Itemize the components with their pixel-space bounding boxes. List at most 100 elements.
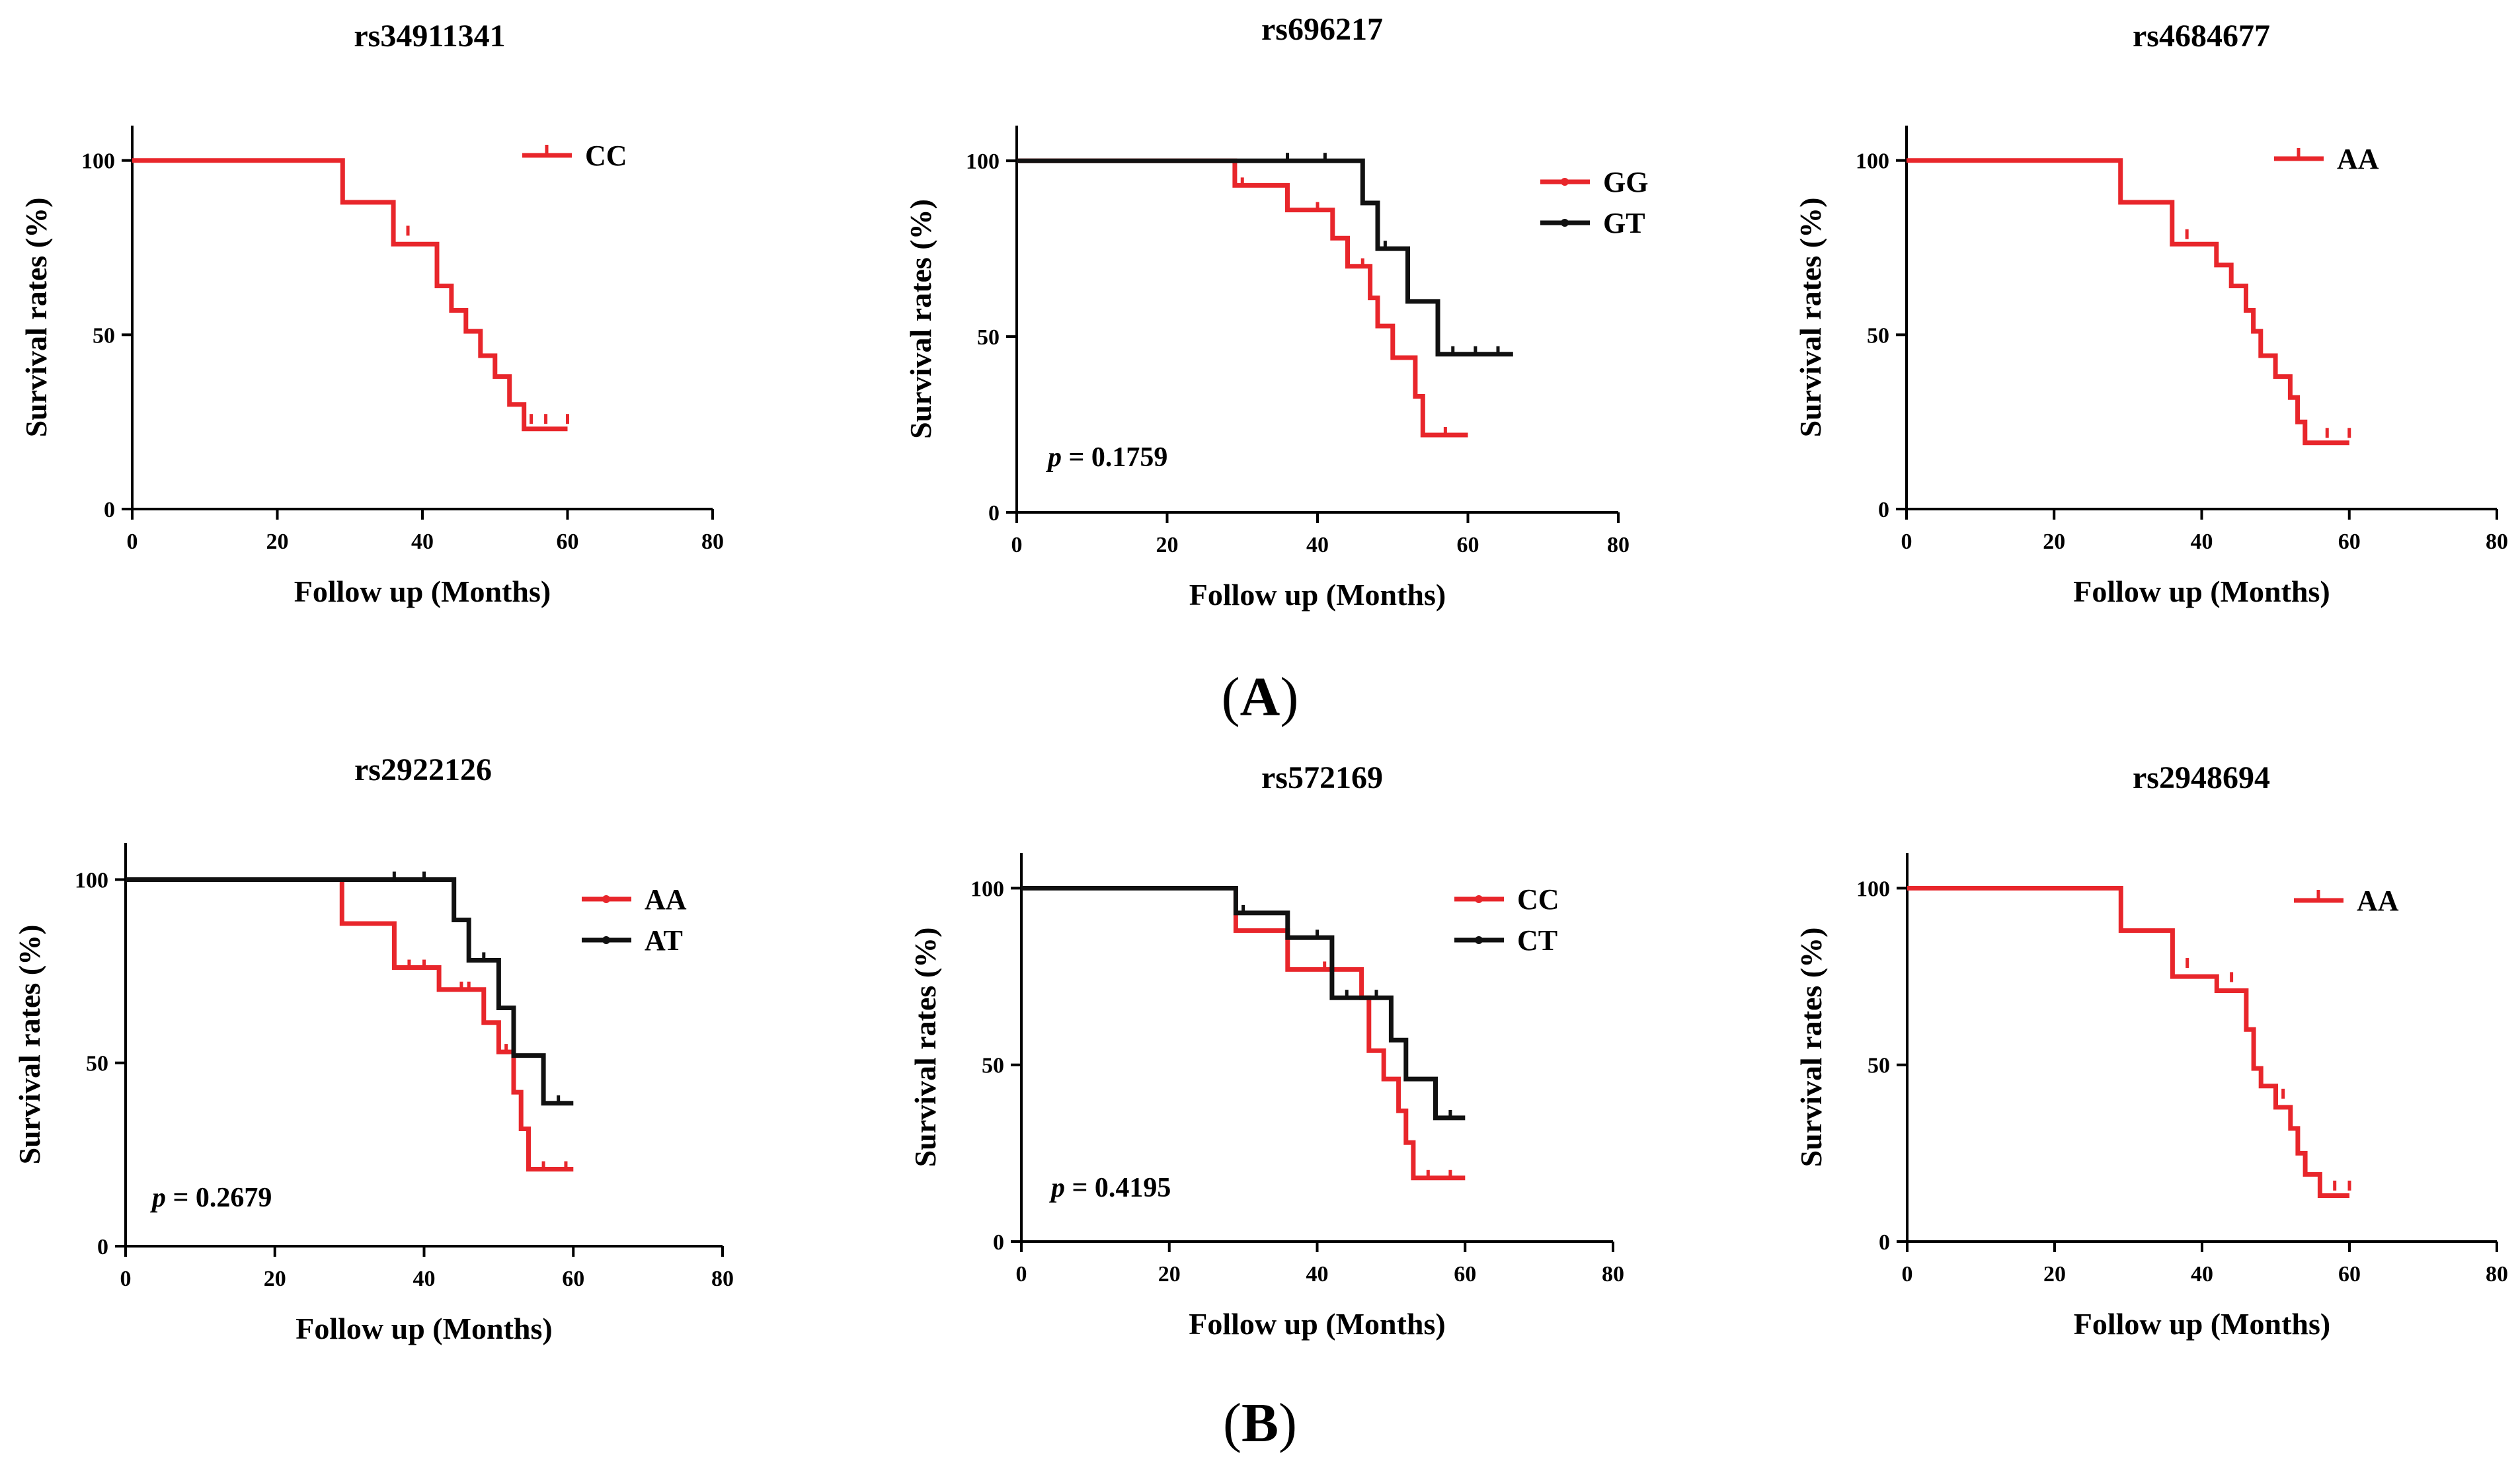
x-tick-label: 0 <box>1016 1262 1027 1287</box>
x-tick-label: 0 <box>127 530 138 554</box>
x-tick-label: 60 <box>1454 1262 1476 1287</box>
p-value: p = 0.2679 <box>150 1183 272 1213</box>
series-line-CC <box>1021 886 1466 1181</box>
x-tick-label: 80 <box>711 1267 734 1291</box>
y-tick-label: 0 <box>993 1230 1004 1255</box>
legend-marker <box>1475 936 1483 944</box>
y-tick-label: 100 <box>966 149 1000 174</box>
y-tick-label: 0 <box>988 501 1000 526</box>
y-tick-label: 50 <box>977 325 1000 350</box>
legend-label-CC: CC <box>585 139 627 172</box>
y-axis-label: Survival rates (%) <box>1794 928 1828 1168</box>
y-tick-label: 0 <box>97 1235 108 1259</box>
y-tick-label: 100 <box>81 149 115 174</box>
x-tick-label: 80 <box>1602 1262 1624 1287</box>
x-tick-label: 20 <box>266 530 289 554</box>
legend-label-AA: AA <box>2357 885 2399 917</box>
legend-label-CT: CT <box>1517 924 1557 957</box>
x-tick-label: 80 <box>1607 533 1630 557</box>
legend-label-AA: AA <box>645 883 687 916</box>
series-line-GT <box>1017 158 1513 357</box>
y-axis-label: Survival rates (%) <box>19 198 53 438</box>
x-tick-label: 0 <box>120 1267 132 1291</box>
x-tick-label: 60 <box>557 530 579 554</box>
y-tick-label: 0 <box>1879 1230 1890 1255</box>
y-tick-label: 100 <box>1856 877 1890 901</box>
x-tick-label: 40 <box>1306 533 1329 557</box>
x-tick-label: 80 <box>701 530 724 554</box>
chart-title: rs2948694 <box>2133 760 2270 795</box>
y-tick-label: 50 <box>982 1054 1004 1078</box>
legend-label-GT: GT <box>1603 207 1645 239</box>
y-axis-label: Survival rates (%) <box>1793 198 1827 438</box>
x-axis-label: Follow up (Months) <box>294 575 551 608</box>
legend-marker <box>1561 178 1569 186</box>
series-line-CC <box>132 158 568 432</box>
y-tick-label: 50 <box>1868 1054 1890 1078</box>
chart-rs2922126: rs2922126 0 20 40 60 80 0 50 100 Follow up (Month… <box>13 752 734 1345</box>
p-value: p = 0.4195 <box>1049 1173 1171 1203</box>
x-tick-label: 40 <box>2191 1262 2213 1287</box>
chart-rs34911341: rs34911341 0 20 40 60 80 0 50 100 Follow up (Mont… <box>19 19 724 608</box>
y-tick-label: 100 <box>970 877 1004 901</box>
y-tick-label: 50 <box>86 1052 108 1076</box>
x-tick-label: 20 <box>1158 1262 1181 1287</box>
chart-title: rs2922126 <box>354 752 492 787</box>
chart-title: rs696217 <box>1261 12 1383 47</box>
x-tick-label: 40 <box>1306 1262 1329 1287</box>
legend-marker <box>1561 219 1569 227</box>
legend-marker <box>602 936 610 944</box>
y-tick-label: 0 <box>1878 498 1889 522</box>
x-tick-label: 40 <box>413 1267 436 1291</box>
x-tick-label: 60 <box>1457 533 1479 557</box>
legend-label-CC: CC <box>1517 883 1559 916</box>
chart-rs4684677: rs4684677 0 20 40 60 80 0 50 100 Follow up (Month… <box>1793 19 2508 608</box>
chart-rs696217: rs696217 0 20 40 60 80 0 50 100 Follow up (Months… <box>904 12 1648 612</box>
x-tick-label: 20 <box>2043 1262 2066 1287</box>
y-tick-label: 0 <box>104 498 115 522</box>
legend-marker <box>602 895 610 903</box>
x-tick-label: 0 <box>1901 530 1912 554</box>
series-line-CT <box>1021 886 1466 1121</box>
x-tick-label: 20 <box>1156 533 1179 557</box>
legend-label-AA: AA <box>2337 143 2379 175</box>
y-tick-label: 50 <box>93 323 115 348</box>
series-line-AA <box>1907 886 2349 1198</box>
x-tick-label: 20 <box>2043 530 2065 554</box>
x-axis-label: Follow up (Months) <box>2074 1307 2330 1341</box>
x-tick-label: 80 <box>2486 530 2508 554</box>
chart-rs2948694: rs2948694 0 20 40 60 80 0 50 100 Follow up (Month… <box>1794 760 2508 1341</box>
y-axis-label: Survival rates (%) <box>904 199 937 439</box>
x-axis-label: Follow up (Months) <box>1189 1307 1445 1341</box>
x-tick-label: 60 <box>2338 530 2361 554</box>
x-axis-label: Follow up (Months) <box>1189 578 1446 612</box>
x-tick-label: 60 <box>562 1267 584 1291</box>
legend-marker <box>1475 895 1483 903</box>
x-tick-label: 40 <box>2191 530 2213 554</box>
chart-title: rs4684677 <box>2133 19 2270 54</box>
x-axis-label: Follow up (Months) <box>2073 575 2330 608</box>
y-tick-label: 100 <box>75 868 108 892</box>
y-axis-label: Survival rates (%) <box>908 928 942 1168</box>
chart-rs572169: rs572169 0 20 40 60 80 0 50 100 Follow up (Months… <box>908 760 1624 1341</box>
x-tick-label: 80 <box>2486 1262 2508 1287</box>
x-tick-label: 20 <box>264 1267 286 1291</box>
series-line-AA <box>1907 158 2349 446</box>
x-tick-label: 0 <box>1011 533 1023 557</box>
y-axis-label: Survival rates (%) <box>13 925 46 1165</box>
x-axis-label: Follow up (Months) <box>295 1312 552 1345</box>
x-tick-label: 40 <box>411 530 434 554</box>
legend-label-GG: GG <box>1603 166 1648 198</box>
p-value: p = 0.1759 <box>1046 442 1167 473</box>
y-tick-label: 100 <box>1856 149 1889 174</box>
x-tick-label: 0 <box>1902 1262 1913 1287</box>
series-line-AT <box>126 877 574 1106</box>
series-line-AA <box>126 877 574 1171</box>
survival-charts: rs34911341 0 20 40 60 80 0 50 100 Follow up (Mont… <box>13 12 2508 1345</box>
chart-title: rs572169 <box>1261 760 1383 795</box>
panel-label-a: (A) <box>1222 666 1299 728</box>
panel-label-b: (B) <box>1223 1392 1297 1454</box>
legend-label-AT: AT <box>645 924 683 957</box>
series-line-GG <box>1017 158 1468 438</box>
